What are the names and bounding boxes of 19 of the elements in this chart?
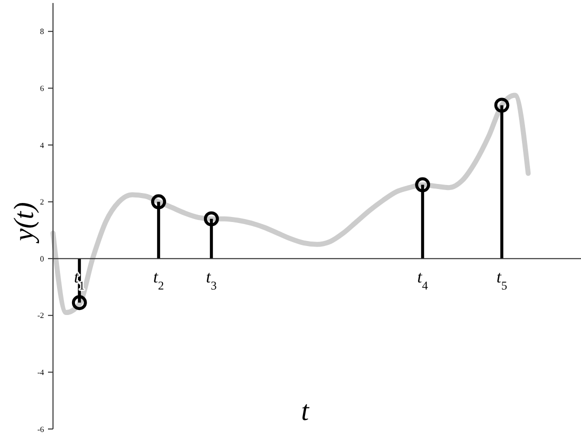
- y-tick-label: 0: [40, 254, 44, 264]
- point: [72, 295, 87, 310]
- y-tick-label: -2: [37, 311, 44, 320]
- y-tick-label: 6: [40, 84, 44, 93]
- point: [204, 211, 219, 226]
- x-tick-label: t$_{2}$: [153, 268, 164, 293]
- x-axis-title: t: [301, 396, 310, 427]
- x-tick-label: t$_{5}$: [496, 268, 508, 293]
- point: [494, 98, 510, 113]
- point: [415, 177, 430, 192]
- x-tick-label: t$_{4}$: [417, 268, 428, 293]
- y-tick-label: 2: [40, 198, 44, 207]
- y-tick-label: 8: [40, 27, 44, 36]
- y-axis-title: y(t): [9, 202, 40, 244]
- point: [151, 194, 166, 210]
- y-tick-label: -4: [37, 368, 44, 377]
- y-tick-label: -6: [37, 424, 44, 434]
- x-tick-label: t$_{3}$: [206, 268, 217, 293]
- y-tick-label: 4: [40, 140, 44, 150]
